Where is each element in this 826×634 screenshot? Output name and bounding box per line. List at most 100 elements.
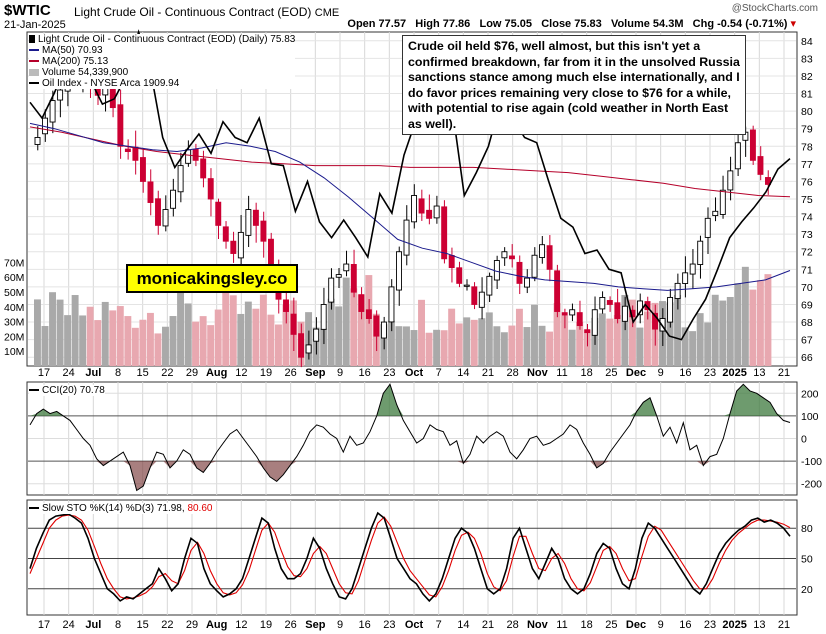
volume-bar: [606, 318, 614, 366]
candle: [192, 148, 199, 161]
volume-bar: [199, 316, 207, 366]
volume-bar: [252, 308, 260, 366]
volume-bar: [568, 329, 576, 366]
volume-bar: [433, 329, 441, 366]
candle: [403, 219, 410, 256]
axis-labels: 17 17 24 24 Jul Jul 8 8 15 15 22 22 29 29 Aug Aug 12 12 19…: [4, 36, 822, 631]
volume-bar: [162, 326, 169, 366]
overlay-lines: [29, 29, 791, 341]
volume-bar: [335, 306, 343, 366]
candle: [471, 286, 478, 305]
candle: [298, 333, 305, 358]
volume-bar: [109, 310, 117, 366]
x-tick-label: 11: [556, 619, 567, 631]
volume-bar: [523, 327, 531, 366]
candle: [561, 312, 568, 316]
volume-tick-label: 60M: [4, 272, 24, 284]
x-tick-label: 14: [457, 367, 469, 379]
x-tick-label: 21: [778, 367, 790, 379]
x-tick-label: 26: [285, 367, 297, 379]
price-tick-label: 81: [801, 89, 813, 101]
candle: [539, 244, 546, 258]
volume-bar: [681, 327, 689, 366]
candle: [328, 277, 335, 303]
price-tick-label: 71: [801, 264, 813, 276]
x-tick-label: Oct: [405, 619, 424, 631]
x-tick-label: 16: [679, 619, 691, 631]
volume-bar: [94, 320, 102, 366]
x-tick-label: 2025: [722, 367, 746, 379]
price-tick-label: 84: [801, 36, 813, 48]
candle: [313, 328, 320, 342]
candle: [508, 255, 515, 260]
volume-bar: [711, 294, 719, 366]
x-tick-label: 16: [679, 367, 691, 379]
price-tick-label: 67: [801, 335, 813, 347]
candle: [765, 177, 771, 185]
volume-bar: [259, 294, 267, 366]
volume-bar: [357, 294, 365, 366]
volume-bar: [515, 308, 523, 366]
x-tick-label: 29: [186, 619, 198, 631]
cci-tick-label: 0: [801, 434, 807, 446]
candle: [177, 165, 184, 193]
price-tick-label: 66: [801, 352, 813, 364]
candle: [147, 181, 154, 203]
chart-date: 21-Jan-2025: [4, 19, 66, 31]
volume-bar: [704, 322, 712, 366]
candle: [584, 329, 591, 334]
low-value: Low 75.05: [479, 18, 533, 30]
volume-bar: [463, 317, 471, 366]
x-tick-label: 12: [235, 367, 247, 379]
volume-bar: [425, 332, 433, 366]
price-tick-label: 77: [801, 159, 813, 171]
candle: [155, 198, 161, 226]
volume-bar: [628, 299, 636, 366]
candle: [606, 300, 613, 305]
volume-tick-label: 10M: [4, 346, 24, 358]
price-tick-label: 72: [801, 247, 813, 259]
volume-bar: [666, 302, 674, 366]
volume-bar: [500, 332, 508, 366]
candle: [350, 264, 357, 293]
volume-bar: [719, 300, 727, 366]
x-tick-label: 22: [161, 619, 173, 631]
cci-indicator: [28, 383, 796, 492]
volume-bar: [689, 331, 697, 366]
volume-bar: [756, 280, 764, 366]
cci-line: [29, 383, 791, 492]
candle: [426, 209, 433, 219]
candle: [373, 315, 380, 337]
sto-tick-label: 50: [801, 554, 813, 566]
candle: [237, 231, 244, 259]
candle: [463, 284, 470, 287]
volume-bar: [546, 331, 554, 366]
price-legend: Light Crude Oil - Continuous Contract (E…: [29, 34, 296, 89]
x-tick-label: 9: [658, 367, 664, 379]
x-tick-label: 13: [753, 619, 765, 631]
candle: [102, 87, 109, 96]
x-tick-label: 22: [161, 367, 173, 379]
volume-bar: [342, 277, 350, 366]
volume-bar: [64, 315, 72, 366]
x-tick-label: 7: [436, 367, 442, 379]
x-tick-label: Nov: [527, 367, 549, 379]
candle: [396, 251, 402, 291]
x-tick-label: 23: [383, 619, 395, 631]
x-tick-label: Jul: [85, 367, 101, 379]
x-tick-label: Dec: [626, 619, 646, 631]
candle: [222, 226, 229, 242]
candle: [501, 251, 508, 259]
candle: [486, 275, 493, 296]
volume-bar: [124, 316, 132, 366]
candle: [260, 220, 267, 242]
volume-bar: [56, 299, 64, 366]
x-tick-label: 9: [337, 619, 343, 631]
candle: [305, 344, 312, 354]
candle: [230, 240, 237, 254]
price-tick-label: 80: [801, 106, 813, 118]
candle: [207, 178, 214, 200]
x-tick-label: 18: [581, 619, 593, 631]
volume-tick-label: 20M: [4, 331, 24, 343]
candle: [380, 321, 387, 339]
